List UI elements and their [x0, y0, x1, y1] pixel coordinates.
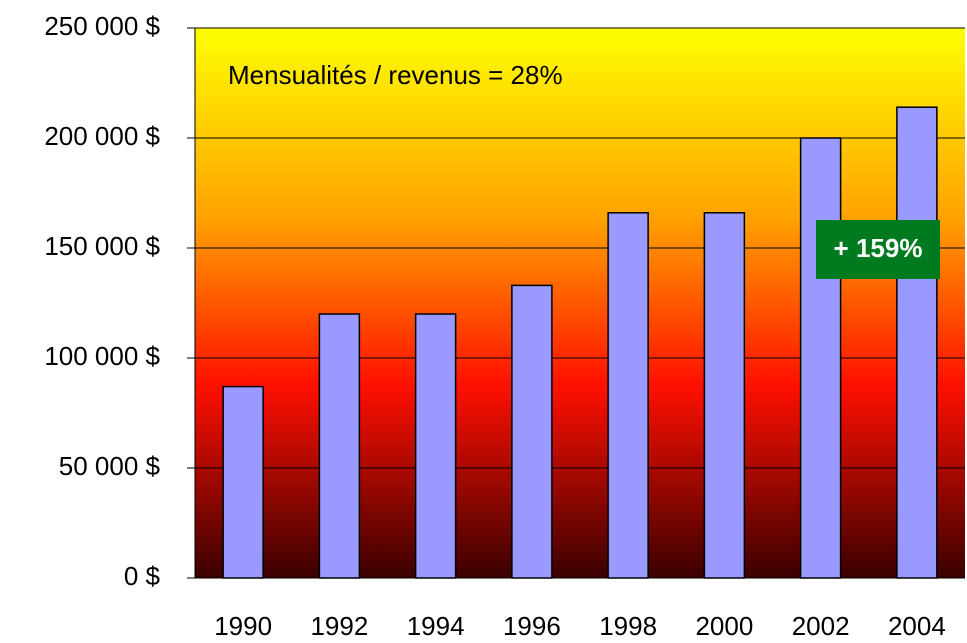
x-tick-label: 1990 — [214, 611, 272, 641]
y-tick-label: 150 000 $ — [44, 231, 160, 261]
annotation: + 159% — [834, 233, 923, 263]
bar — [896, 106, 938, 579]
bar — [703, 212, 746, 579]
bar — [607, 212, 649, 579]
x-tick-label: 2002 — [792, 611, 850, 641]
y-tick-label: 50 000 $ — [59, 451, 161, 481]
x-tick-label: 1994 — [407, 611, 465, 641]
y-tick-label: 200 000 $ — [44, 121, 160, 151]
y-tick-label: 100 000 $ — [44, 341, 160, 371]
annotation: Mensualités / revenus = 28% — [228, 60, 563, 90]
x-tick-label: 2000 — [695, 611, 753, 641]
plot-area — [195, 28, 965, 578]
annotation-box — [816, 220, 940, 279]
bar — [414, 313, 457, 579]
bar — [222, 385, 264, 579]
x-tick-label: 1998 — [599, 611, 657, 641]
x-tick-label: 1996 — [503, 611, 561, 641]
y-tick-label: 250 000 $ — [44, 11, 160, 41]
y-tick-label: 0 $ — [124, 561, 161, 591]
x-tick-label: 2004 — [888, 611, 946, 641]
bar — [318, 313, 361, 579]
bar — [799, 137, 842, 579]
bar — [511, 284, 553, 579]
x-tick-label: 1992 — [310, 611, 368, 641]
